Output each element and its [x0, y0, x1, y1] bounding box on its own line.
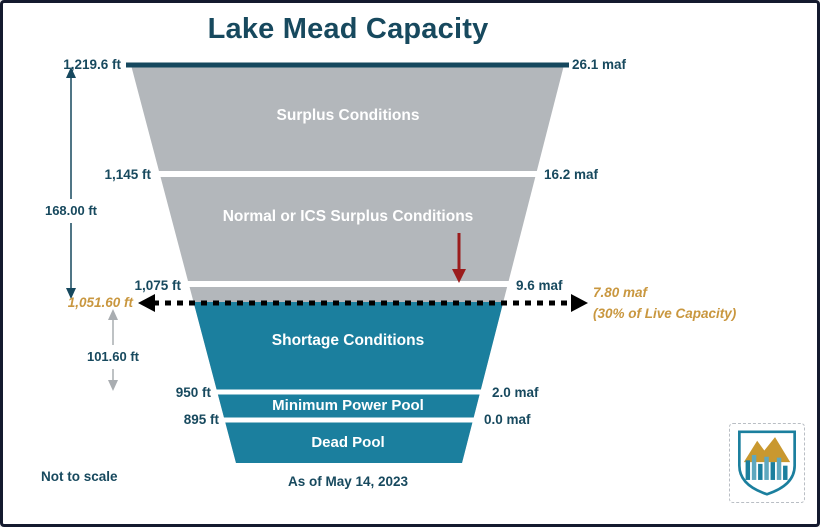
as-of-date: As of May 14, 2023: [287, 474, 409, 489]
elevation-label-950: 950 ft: [175, 385, 211, 400]
water-authority-shield-logo: [729, 423, 805, 503]
lower-span-arrow-icon: [108, 309, 118, 391]
volume-label-0-0: 0.0 maf: [484, 412, 531, 427]
current-level-line-icon: [138, 294, 588, 312]
elevation-label-1145: 1,145 ft: [104, 167, 151, 182]
funnel-teal-body: [193, 302, 504, 463]
elevation-label-895: 895 ft: [183, 412, 219, 427]
zone-label-minimum-power-pool: Minimum Power Pool: [272, 397, 424, 414]
zone-label-shortage: Shortage Conditions: [271, 332, 425, 349]
zone-label-surplus: Surplus Conditions: [276, 107, 420, 124]
shield-logo-icon: [738, 430, 796, 496]
funnel-graphic: [66, 62, 588, 463]
zone-label-normal-ics-surplus: Normal or ICS Surplus Conditions: [222, 208, 474, 225]
current-volume-label: 7.80 maf: [593, 285, 648, 300]
red-down-arrow-icon: [452, 233, 466, 283]
volume-label-16-2: 16.2 maf: [544, 167, 599, 182]
upper-span-label: 168.00 ft: [44, 203, 98, 218]
not-to-scale-note: Not to scale: [41, 469, 118, 484]
zone-label-dead-pool: Dead Pool: [311, 434, 385, 451]
page-title: Lake Mead Capacity: [207, 13, 489, 45]
lower-span-label: 101.60 ft: [86, 349, 140, 364]
upper-span-arrow-icon: [66, 67, 76, 299]
volume-label-9-6: 9.6 maf: [516, 278, 563, 293]
volume-label-26-1: 26.1 maf: [572, 57, 627, 72]
current-elevation-label: 1,051.60 ft: [67, 295, 133, 310]
current-capacity-note: (30% of Live Capacity): [593, 306, 737, 321]
elevation-label-1219: 1,219.6 ft: [63, 57, 121, 72]
elevation-label-1075: 1,075 ft: [134, 278, 181, 293]
volume-label-2-0: 2.0 maf: [492, 385, 539, 400]
